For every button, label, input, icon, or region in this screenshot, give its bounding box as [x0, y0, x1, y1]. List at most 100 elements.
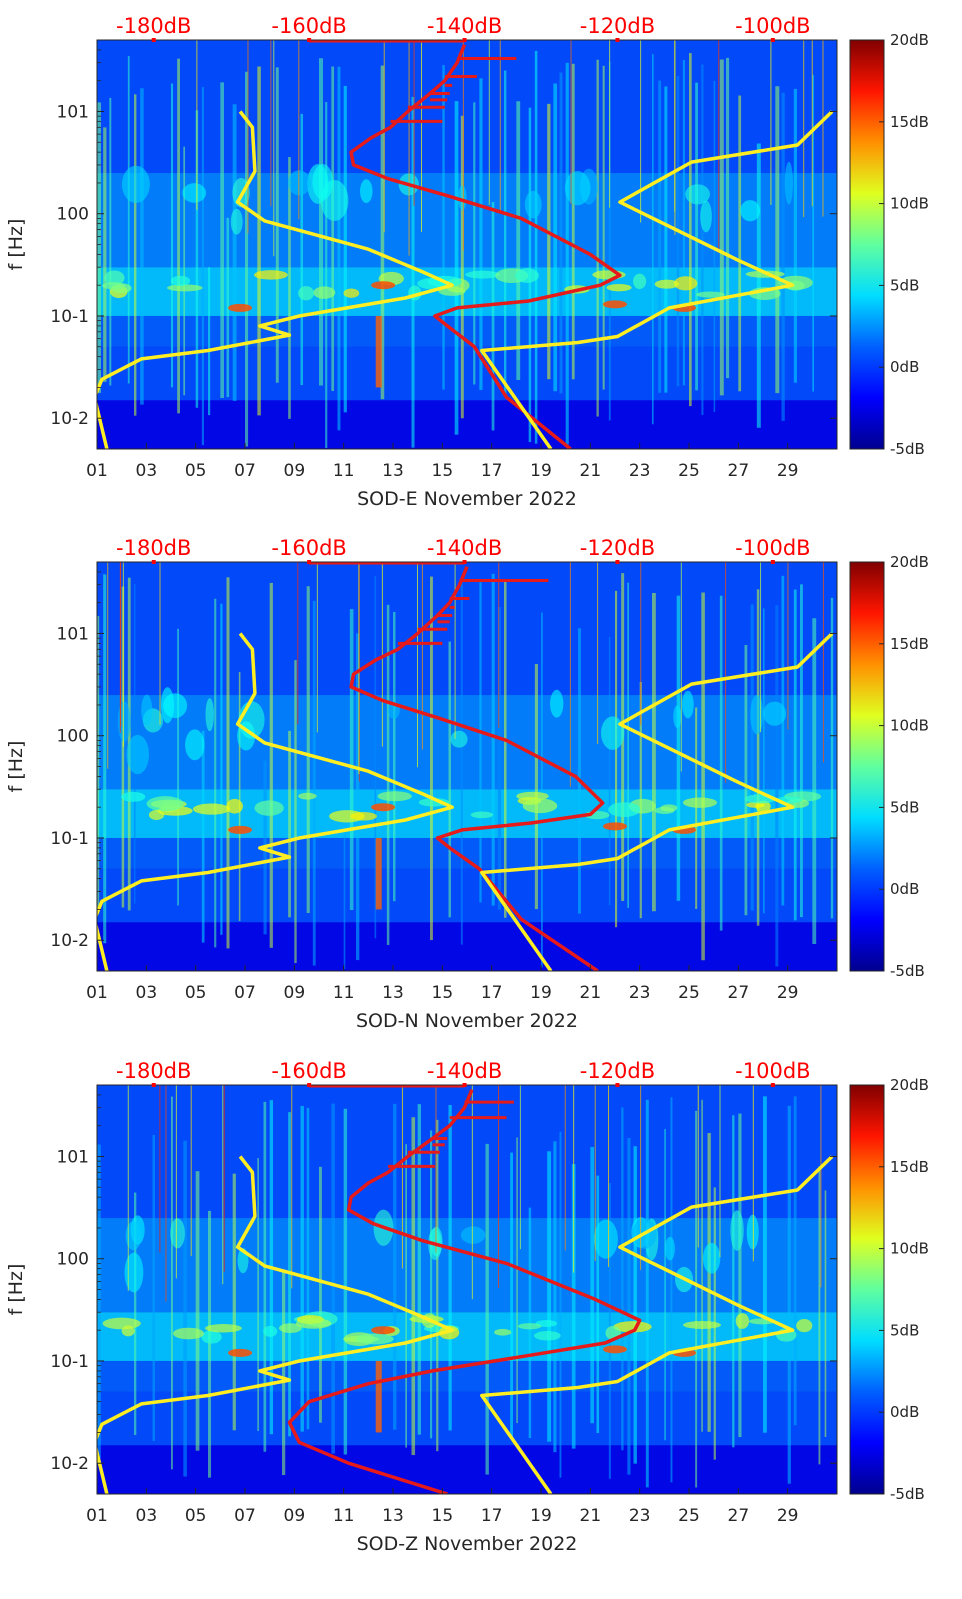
y-tick-label: 100: [57, 1250, 89, 1270]
spectrogram-image: [97, 40, 837, 449]
y-tick-label: 101: [57, 624, 89, 644]
x-axis-label: SOD-E November 2022: [357, 488, 577, 510]
x-tick-label: 23: [629, 461, 651, 481]
x-tick-label: 19: [530, 983, 552, 1003]
top-db-marker: [615, 560, 620, 564]
y-axis-label: f [Hz]: [5, 219, 27, 271]
colorbar-label: 5dB: [890, 1321, 919, 1339]
y-tick-label: 10-1: [50, 1352, 89, 1372]
top-db-label: -160dB: [271, 1059, 346, 1083]
x-tick-label: 13: [382, 983, 404, 1003]
top-db-label: -140dB: [427, 536, 502, 560]
top-db-marker: [615, 38, 620, 42]
y-tick-label: 100: [57, 205, 89, 225]
x-tick-label: 29: [777, 461, 799, 481]
x-tick-label: 03: [136, 983, 158, 1003]
y-tick-label: 10-2: [50, 931, 89, 951]
colorbar-label: 10dB: [890, 195, 929, 213]
panel-vertical: 01 03 05 07 09 11 13 15 17 19 21 23 25 27 29 SOD-Z Nove…: [5, 1059, 929, 1555]
panel-east: 01 03 05 07 09 11 13 15 17 19 21 23 25 27 29 SOD-E Nove…: [5, 14, 929, 510]
yellow-model-curve-0: [97, 632, 454, 971]
x-tick-label: 23: [629, 983, 651, 1003]
colorbar: -5dB 0dB 5dB 10dB 15dB 20dB: [849, 1076, 929, 1503]
colorbar: -5dB 0dB 5dB 10dB 15dB 20dB: [849, 553, 929, 980]
top-db-label: -180dB: [116, 1059, 191, 1083]
spectrogram-image: [97, 562, 837, 971]
colorbar-label: 15dB: [890, 1158, 929, 1176]
x-tick-label: 21: [580, 983, 602, 1003]
yellow-model-curve-0: [97, 110, 454, 449]
x-tick-label: 13: [382, 461, 404, 481]
top-db-marker: [770, 1083, 775, 1087]
colorbar-label: -5dB: [890, 440, 925, 458]
top-db-label: -180dB: [116, 536, 191, 560]
x-tick-label: 05: [185, 1506, 207, 1526]
y-axis: 10-2 10-1 100 101: [50, 571, 837, 951]
y-tick-label: 10-2: [50, 409, 89, 429]
top-db-marker: [151, 1083, 156, 1087]
panel-north: 01 03 05 07 09 11 13 15 17 19 21 23 25 27 29 SOD-N Nove…: [5, 536, 929, 1032]
x-tick-label: 29: [777, 1506, 799, 1526]
x-tick-label: 25: [678, 1506, 700, 1526]
colorbar-gradient: [849, 1084, 885, 1495]
red-noise-curve: [349, 566, 605, 971]
y-axis: 10-2 10-1 100 101: [50, 49, 837, 429]
x-tick-label: 11: [333, 983, 355, 1003]
colorbar-label: 20dB: [890, 553, 929, 571]
top-db-label: -160dB: [271, 536, 346, 560]
top-db-label: -120dB: [580, 1059, 655, 1083]
x-tick-label: 09: [284, 461, 306, 481]
x-tick-label: 03: [136, 461, 158, 481]
top-db-label: -160dB: [271, 14, 346, 38]
colorbar-label: 10dB: [890, 1240, 929, 1258]
x-tick-label: 17: [481, 983, 503, 1003]
x-axis: 01 03 05 07 09 11 13 15 17 19 21 23 25 27 29: [86, 443, 798, 481]
x-tick-label: 09: [284, 1506, 306, 1526]
top-db-marker: [307, 38, 312, 42]
x-tick-label: 15: [432, 1506, 454, 1526]
top-db-marker: [770, 38, 775, 42]
top-db-marker: [307, 1083, 312, 1087]
x-tick-label: 01: [86, 461, 108, 481]
x-tick-label: 25: [678, 983, 700, 1003]
colorbar-label: 5dB: [890, 798, 919, 816]
top-db-marker: [770, 560, 775, 564]
top-db-label: -140dB: [427, 14, 502, 38]
top-db-marker: [615, 1083, 620, 1087]
y-tick-label: 10-2: [50, 1454, 89, 1474]
y-tick-label: 101: [57, 1147, 89, 1167]
x-tick-label: 19: [530, 1506, 552, 1526]
x-tick-label: 11: [333, 461, 355, 481]
colorbar-label: 0dB: [890, 880, 919, 898]
yellow-model-curve-1: [480, 1155, 834, 1494]
top-db-label: -140dB: [427, 1059, 502, 1083]
x-tick-label: 15: [432, 983, 454, 1003]
top-db-marker: [151, 560, 156, 564]
colorbar-label: 15dB: [890, 113, 929, 131]
y-axis-label: f [Hz]: [5, 741, 27, 793]
top-db-marker: [462, 1083, 467, 1087]
colorbar-label: -5dB: [890, 1485, 925, 1503]
top-db-label: -100dB: [735, 1059, 810, 1083]
x-tick-label: 13: [382, 1506, 404, 1526]
colorbar-label: 20dB: [890, 1076, 929, 1094]
colorbar-label: 15dB: [890, 635, 929, 653]
colorbar-gradient: [849, 39, 885, 450]
x-axis: 01 03 05 07 09 11 13 15 17 19 21 23 25 27 29: [86, 965, 798, 1003]
x-tick-label: 01: [86, 983, 108, 1003]
x-tick-label: 07: [234, 1506, 256, 1526]
x-tick-label: 21: [580, 461, 602, 481]
top-db-marker: [462, 38, 467, 42]
x-tick-label: 07: [234, 461, 256, 481]
red-noise-curve: [349, 44, 622, 449]
y-tick-label: 101: [57, 102, 89, 122]
colorbar-gradient: [849, 561, 885, 972]
y-tick-label: 10-1: [50, 829, 89, 849]
x-tick-label: 15: [432, 461, 454, 481]
x-axis-label: SOD-Z November 2022: [357, 1533, 578, 1555]
colorbar-label: -5dB: [890, 962, 925, 980]
top-db-label: -100dB: [735, 14, 810, 38]
colorbar-label: 0dB: [890, 358, 919, 376]
x-tick-label: 01: [86, 1506, 108, 1526]
